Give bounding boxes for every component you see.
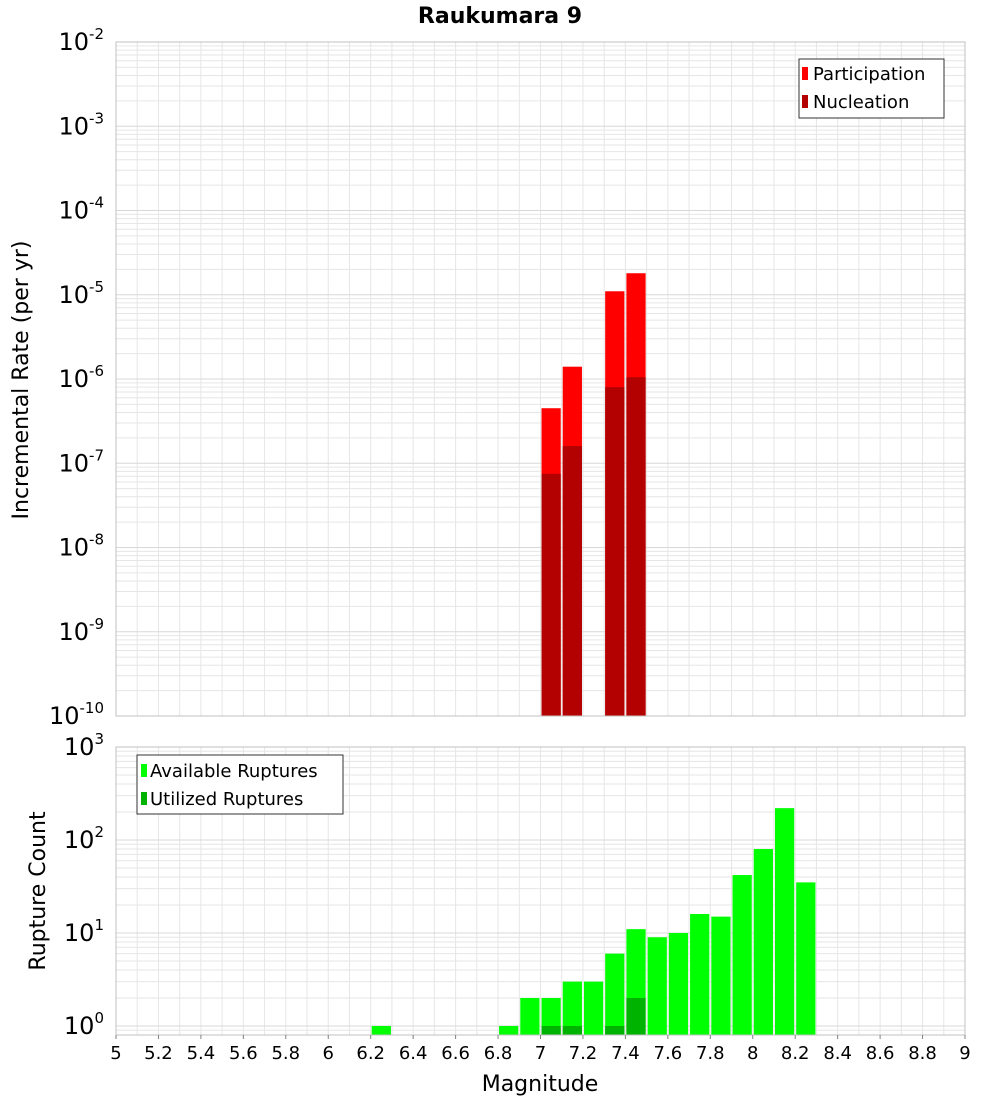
x-tick-label: 6.4 [399,1043,428,1064]
utilized-bar [541,1025,561,1035]
rate-y-tick-label: 10-3 [58,109,104,140]
x-tick-label: 6 [323,1043,334,1064]
available-bar [499,1025,519,1035]
x-axis-label: Magnitude [482,1072,599,1097]
x-tick-label: 7.6 [654,1043,683,1064]
count-y-tick-label: 102 [64,823,104,854]
x-tick-label: 5 [110,1043,121,1064]
available-bar [753,849,773,1035]
count-y-tick-label: 101 [64,916,104,947]
rate-y-tick-label: 10-2 [58,25,104,56]
nucleation-swatch [802,95,808,108]
available-bar [668,932,689,1035]
available-bar [605,953,625,1035]
rate-y-tick-label: 10-8 [58,531,104,562]
count-panel: 103 102 101 100 Rupture Count Available Rup… [26,730,971,1097]
rate-y-tick-label: 10-7 [58,446,104,477]
count-legend-box [136,754,344,815]
x-tick-label: 6.8 [484,1043,513,1064]
rate-y-axis-label: Incremental Rate (per yr) [9,241,34,520]
x-tick-label: 5.6 [229,1043,258,1064]
x-tick-label: 5.4 [187,1043,216,1064]
nucleation-bar [562,446,582,716]
utilized-swatch [141,792,147,805]
available-swatch [141,764,147,777]
x-tick-label: 8.8 [908,1043,937,1064]
rate-y-tick-label: 10-4 [58,194,104,225]
rate-y-tick-label: 10-10 [49,699,104,730]
available-bar [796,882,816,1035]
x-tick-label: 6.2 [356,1043,385,1064]
rate-plot-frame [115,41,966,717]
count-y-tick-label: 103 [64,730,104,761]
available-bar [774,808,795,1035]
nucleation-bar [626,377,646,716]
available-bar [690,914,710,1035]
utilized-legend-label: Utilized Ruptures [150,789,303,810]
available-bar [732,875,752,1035]
nucleation-legend-label: Nucleation [813,92,909,113]
rate-y-tick-label: 10-6 [58,362,104,393]
available-bar [541,997,561,1035]
x-tick-label: 5.8 [271,1043,300,1064]
x-tick-label: 8 [747,1043,758,1064]
x-tick-label: 7.8 [696,1043,725,1064]
x-tick-label: 9 [959,1043,970,1064]
nucleation-bar [605,387,625,716]
count-legend: Available Ruptures Utilized Ruptures [136,754,344,815]
nucleation-bar [541,473,561,716]
x-tick-label: 8.6 [866,1043,895,1064]
rate-y-tick-label: 10-5 [58,278,104,309]
available-bar [562,981,582,1035]
utilized-bar [562,1025,582,1035]
participation-swatch [802,67,808,80]
utilized-bar [605,1025,625,1035]
rate-legend-box [798,58,945,119]
participation-legend-label: Participation [813,64,925,85]
x-tick-label: 7 [535,1043,546,1064]
x-tick-label: 6.6 [441,1043,470,1064]
rate-y-tick-label: 10-9 [58,615,104,646]
rate-legend: Participation Nucleation [798,58,945,119]
count-y-axis-label: Rupture Count [26,811,51,971]
x-tick-label: 8.2 [781,1043,810,1064]
utilized-bar [626,997,646,1035]
chart-title: Raukumara 9 [418,4,582,29]
available-bar [647,937,667,1035]
count-y-tick-label: 100 [64,1009,104,1040]
available-bar [711,916,731,1035]
available-bar [371,1025,391,1035]
x-tick-label: 8.4 [823,1043,852,1064]
x-tick-label: 7.2 [569,1043,598,1064]
available-bar [520,997,540,1035]
x-tick-label: 5.2 [144,1043,173,1064]
available-legend-label: Available Ruptures [150,761,318,782]
rate-panel: 10-2 10-3 10-4 10-5 10-6 10-7 10-8 10-9 10-10 In… [9,25,966,730]
x-tick-label: 7.4 [611,1043,640,1064]
available-bar [583,981,604,1035]
